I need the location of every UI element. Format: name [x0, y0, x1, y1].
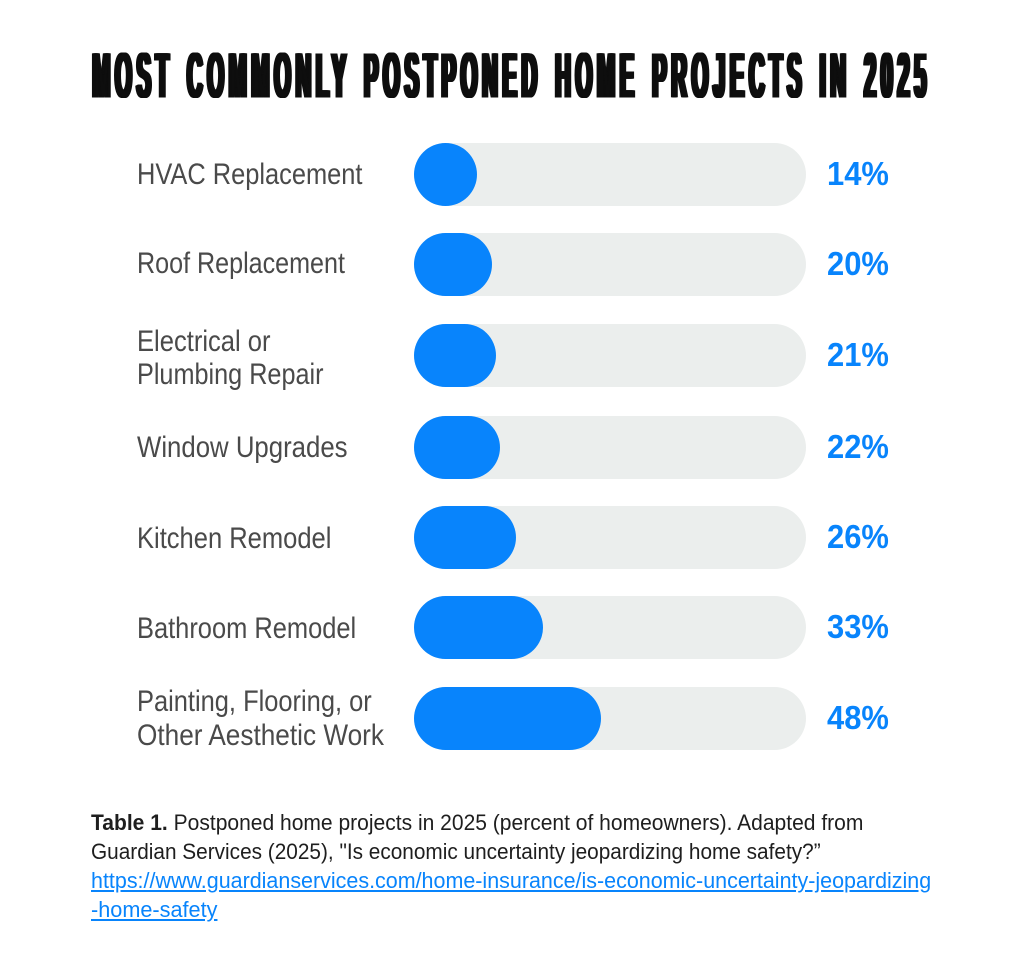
svg-text:MOST COMMONLY POSTPONED HOME P: MOST COMMONLY POSTPONED HOME PROJECTS IN… [91, 41, 930, 112]
svg-text:MOST COMMONLY POSTPONED HOME P: MOST COMMONLY POSTPONED HOME PROJECTS IN… [94, 41, 933, 112]
svg-text:MOST COMMONLY POSTPONED HOME P: MOST COMMONLY POSTPONED HOME PROJECTS IN… [92, 41, 931, 112]
svg-text:MOST COMMONLY POSTPONED HOME P: MOST COMMONLY POSTPONED HOME PROJECTS IN… [90, 41, 929, 112]
svg-text:MOST COMMONLY POSTPONED HOME P: MOST COMMONLY POSTPONED HOME PROJECTS IN… [93, 41, 932, 112]
svg-text:MOST COMMONLY POSTPONED HOME P: MOST COMMONLY POSTPONED HOME PROJECTS IN… [94, 41, 933, 112]
svg-text:MOST COMMONLY POSTPONED HOME P: MOST COMMONLY POSTPONED HOME PROJECTS IN… [93, 41, 932, 112]
svg-text:MOST COMMONLY POSTPONED HOME P: MOST COMMONLY POSTPONED HOME PROJECTS IN… [91, 41, 930, 112]
svg-text:MOST COMMONLY POSTPONED HOME P: MOST COMMONLY POSTPONED HOME PROJECTS IN… [92, 41, 931, 112]
